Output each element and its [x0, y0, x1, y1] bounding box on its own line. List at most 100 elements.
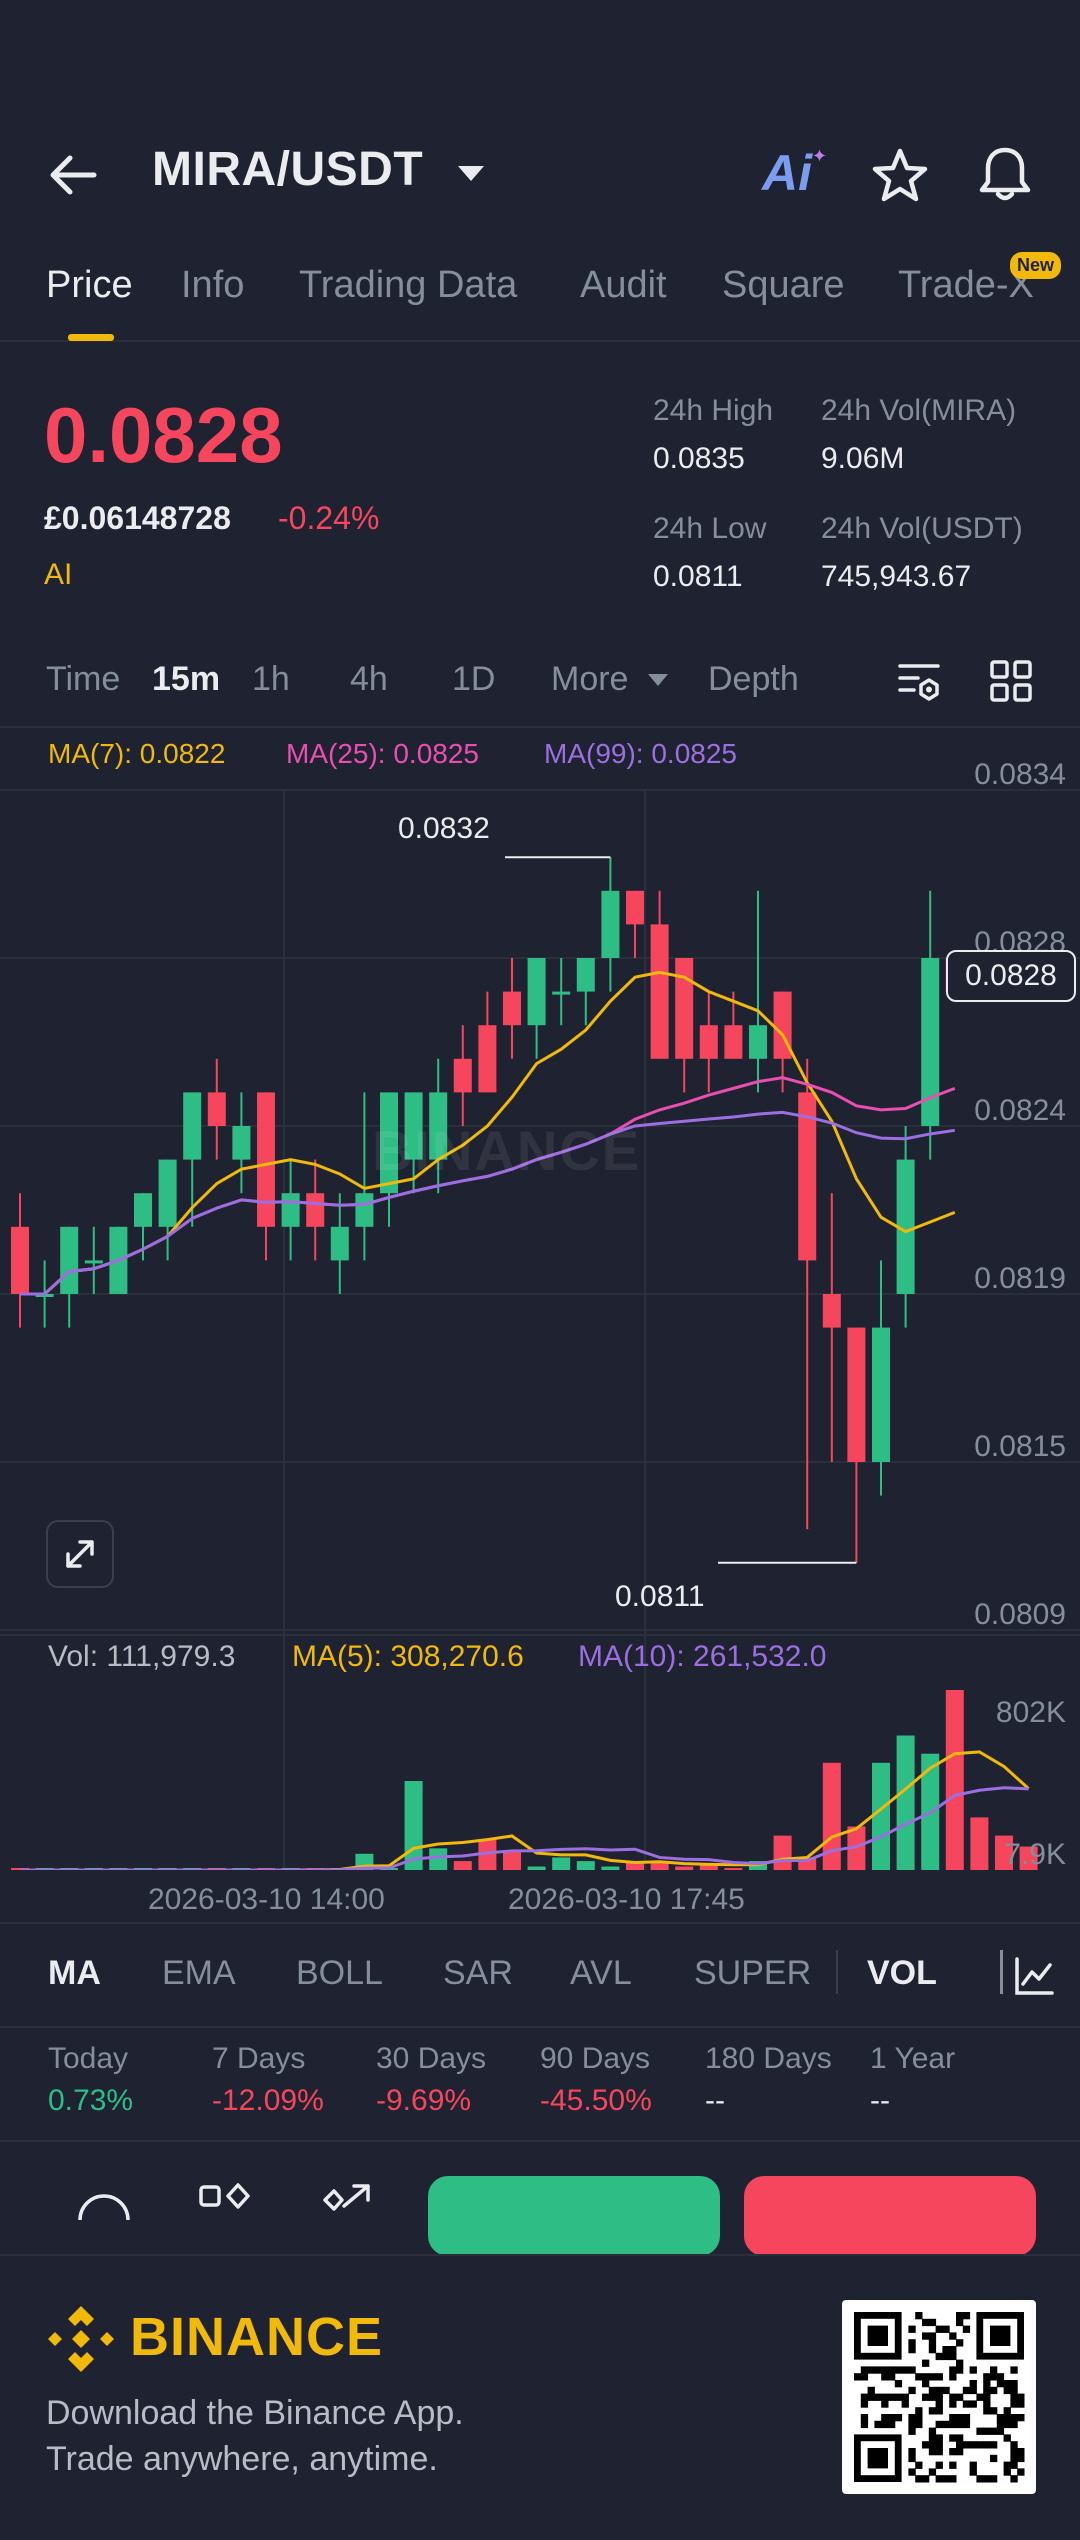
qr-code-pattern — [854, 2312, 1025, 2483]
tab-info[interactable]: Info — [181, 264, 245, 306]
qr-module — [928, 2339, 937, 2347]
chart-settings-icon[interactable] — [896, 658, 942, 704]
qr-module — [935, 2441, 943, 2449]
tab-price[interactable]: Price — [46, 264, 133, 306]
download-qr-code[interactable] — [842, 2300, 1036, 2494]
convert-icon[interactable] — [320, 2182, 374, 2212]
back-arrow-icon[interactable] — [46, 148, 100, 202]
volume-bar — [995, 1835, 1013, 1870]
qr-module — [881, 2393, 889, 2401]
qr-module — [956, 2366, 964, 2374]
timeframe-1d[interactable]: 1D — [452, 660, 496, 698]
pair-dropdown-caret-icon[interactable] — [458, 166, 484, 181]
candle-body — [576, 958, 595, 992]
qr-module — [1010, 2454, 1018, 2463]
indicator-avl[interactable]: AVL — [570, 1954, 632, 1992]
more-options-icon[interactable] — [76, 2184, 132, 2224]
more-caret-icon[interactable] — [648, 674, 668, 686]
qr-module — [894, 2393, 903, 2401]
qr-module — [990, 2386, 998, 2395]
qr-module — [949, 2373, 957, 2381]
download-text-line1: Download the Binance App. — [46, 2394, 464, 2432]
candle-body — [872, 1327, 890, 1462]
buy-button[interactable] — [428, 2176, 720, 2256]
indicator-bar: MA EMA BOLL SAR AVL SUPER VOL — [0, 1922, 1080, 2028]
qr-module — [969, 2380, 977, 2388]
layout-grid-icon[interactable] — [988, 658, 1034, 704]
qr-module — [949, 2448, 957, 2456]
qr-module — [990, 2366, 998, 2374]
tab-square[interactable]: Square — [722, 264, 845, 306]
qr-module — [962, 2312, 971, 2320]
qr-module — [990, 2427, 998, 2435]
qr-module — [908, 2420, 916, 2429]
qr-module — [962, 2400, 971, 2408]
candle-body — [503, 991, 521, 1026]
qr-module — [908, 2414, 916, 2422]
sell-button[interactable] — [744, 2176, 1036, 2256]
depth-button[interactable]: Depth — [708, 660, 799, 698]
qr-module — [928, 2441, 937, 2449]
candle-body — [675, 958, 694, 1059]
candle-body — [650, 924, 669, 1059]
qr-module — [1003, 2380, 1011, 2388]
qr-module — [928, 2434, 937, 2442]
indicator-separator — [836, 1950, 838, 1994]
qr-module — [996, 2427, 1005, 2435]
ai-assistant-icon[interactable]: Ai — [762, 145, 812, 201]
indicator-settings-icon[interactable] — [1012, 1954, 1056, 1998]
qr-module — [956, 2312, 964, 2320]
indicator-super[interactable]: SUPER — [694, 1954, 812, 1992]
expand-chart-button[interactable] — [46, 1520, 114, 1588]
qr-module — [996, 2373, 1005, 2381]
candle-body — [749, 1025, 767, 1059]
download-text-line2: Trade anywhere, anytime. — [46, 2440, 438, 2478]
volume-bar — [822, 1762, 841, 1870]
indicator-ma[interactable]: MA — [48, 1954, 101, 1992]
indicator-boll[interactable]: BOLL — [296, 1954, 383, 1992]
indicator-ema[interactable]: EMA — [162, 1954, 236, 1992]
notification-bell-icon[interactable] — [976, 144, 1034, 204]
low-value: 0.0811 — [653, 560, 743, 593]
timeframe-time[interactable]: Time — [46, 660, 121, 698]
qr-module — [935, 2400, 943, 2408]
volume-bar — [478, 1839, 497, 1870]
qr-module — [956, 2393, 964, 2401]
perf-value: -- — [870, 2084, 890, 2117]
pair-selector[interactable]: MIRA/USDT — [152, 143, 424, 196]
tab-trading-data[interactable]: Trading Data — [299, 264, 518, 306]
candle-body — [822, 1294, 841, 1328]
high-value: 0.0835 — [653, 442, 745, 475]
qr-module — [949, 2393, 957, 2401]
timeframe-more[interactable]: More — [551, 660, 629, 698]
qr-module — [881, 2400, 889, 2408]
qr-module — [962, 2441, 971, 2449]
candle-body — [232, 1126, 251, 1160]
candle-body — [380, 1092, 398, 1194]
indicator-sar[interactable]: SAR — [443, 1954, 513, 1992]
qr-module — [1010, 2380, 1018, 2388]
timeframe-4h[interactable]: 4h — [350, 660, 388, 698]
price-axis-tick: 0.0834 — [974, 758, 1066, 791]
qr-module — [867, 2386, 875, 2395]
qr-module — [888, 2420, 896, 2429]
qr-module — [908, 2468, 916, 2476]
candle-body — [478, 1025, 497, 1093]
qr-module — [908, 2325, 916, 2333]
ai-insight-link[interactable]: AI — [44, 558, 73, 591]
qr-module — [949, 2475, 957, 2483]
timeframe-1h[interactable]: 1h — [252, 660, 290, 698]
candlestick-chart[interactable] — [0, 770, 1080, 1870]
favorite-star-icon[interactable] — [870, 146, 930, 206]
qr-module — [908, 2386, 916, 2395]
qr-module — [874, 2420, 882, 2429]
qr-module — [1017, 2454, 1025, 2463]
timeframe-15m[interactable]: 15m — [152, 660, 221, 698]
volume-bar — [945, 1690, 964, 1870]
qr-module — [1017, 2400, 1025, 2408]
tab-audit[interactable]: Audit — [580, 264, 667, 306]
indicator-vol[interactable]: VOL — [867, 1954, 937, 1992]
grid-bot-icon[interactable] — [198, 2182, 252, 2212]
qr-module — [969, 2441, 977, 2449]
qr-module — [915, 2312, 923, 2320]
